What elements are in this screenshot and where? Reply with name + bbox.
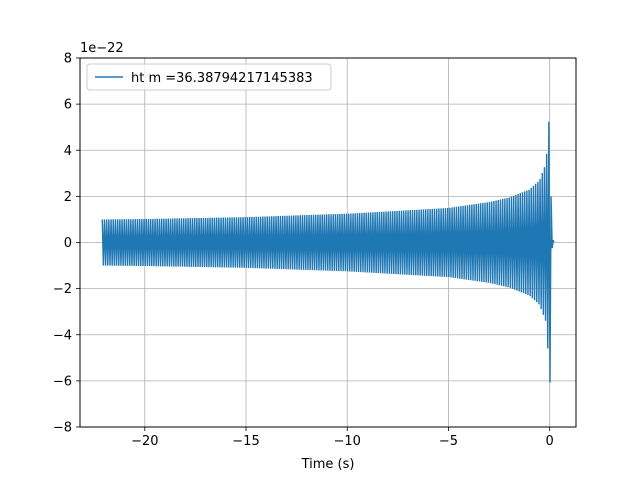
y-tick-label: −8: [53, 421, 72, 436]
legend-label: ht m =36.38794217145383: [131, 71, 313, 86]
series-line: [101, 121, 555, 383]
x-tick-label: −15: [232, 434, 259, 449]
x-axis: −20 −15 −10 −5 0: [131, 427, 554, 449]
y-tick-label: 2: [64, 190, 72, 205]
y-tick-label: −6: [53, 374, 72, 389]
x-axis-label: Time (s): [301, 457, 355, 472]
y-axis: −8 −6 −4 −2 0 2 4 6 8: [53, 52, 80, 436]
y-tick-label: −2: [53, 282, 72, 297]
y-tick-label: 4: [64, 144, 72, 159]
legend: ht m =36.38794217145383: [86, 63, 332, 91]
legend-box: [86, 63, 332, 91]
x-tick-label: −5: [439, 434, 458, 449]
y-tick-label: 6: [64, 98, 72, 113]
series-layer: [101, 121, 555, 383]
y-scale-label: 1e−22: [80, 41, 124, 56]
x-tick-label: 0: [546, 434, 554, 449]
x-tick-label: −10: [334, 434, 361, 449]
y-tick-label: 0: [64, 236, 72, 251]
x-tick-label: −20: [131, 434, 158, 449]
y-tick-label: 8: [64, 52, 72, 67]
y-tick-label: −4: [53, 328, 72, 343]
